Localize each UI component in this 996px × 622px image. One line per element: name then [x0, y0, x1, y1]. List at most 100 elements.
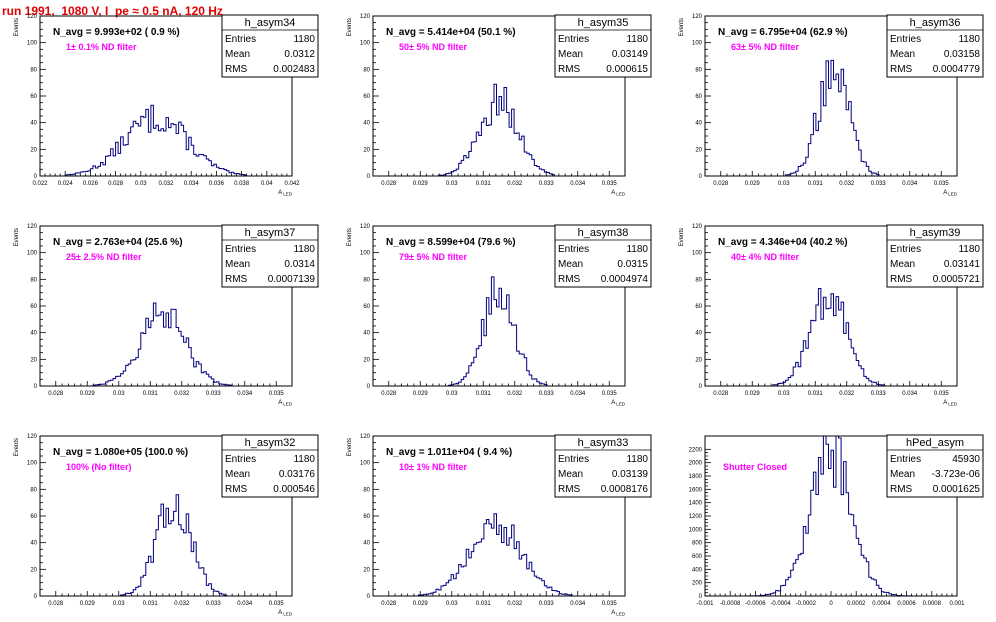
y-axis-label: Events — [14, 18, 20, 36]
y-tick-label: 20 — [363, 357, 370, 363]
x-tick-label: 0.035 — [934, 391, 950, 397]
y-tick-label: 100 — [692, 41, 703, 47]
filter-label: Shutter Closed — [723, 462, 787, 472]
filter-label: 79± 5% ND filter — [399, 252, 467, 262]
histogram-pad-h_asym33: 0.028 0.029 0.03 0.031 0.032 0.033 0.034 0.035 0… — [347, 434, 652, 617]
y-tick-label: 40 — [695, 331, 702, 337]
n-avg-annotation: N_avg = 4.346e+04 (40.2 %) — [718, 237, 848, 248]
x-tick-label: 0.034 — [237, 391, 253, 397]
stat-value-entries: 1180 — [958, 244, 980, 255]
x-tick-label: 0.035 — [602, 391, 618, 397]
y-tick-label: 1200 — [689, 514, 703, 520]
x-tick-label: 0.032 — [507, 391, 523, 397]
stat-label-entries: Entries — [890, 34, 921, 45]
y-tick-label: 20 — [30, 357, 37, 363]
x-tick-label: 0.035 — [602, 601, 618, 607]
stat-value-entries: 1180 — [626, 244, 648, 255]
stat-label-entries: Entries — [890, 454, 921, 465]
x-tick-label: -0.0006 — [745, 601, 766, 607]
stat-label-rms: RMS — [225, 484, 248, 495]
stat-value-rms: 0.0008176 — [601, 484, 649, 495]
x-tick-label: 0.03 — [446, 181, 458, 187]
stat-value-mean: 0.03149 — [612, 49, 649, 60]
stat-label-mean: Mean — [558, 49, 583, 60]
stat-label-rms: RMS — [890, 64, 913, 75]
stat-label-rms: RMS — [558, 64, 581, 75]
y-tick-label: 100 — [360, 251, 371, 257]
y-axis-label: Events — [14, 438, 20, 456]
y-tick-label: 80 — [363, 67, 370, 73]
histogram-pad-h_asym39: 0.028 0.029 0.03 0.031 0.032 0.033 0.034 0.035 0… — [679, 224, 984, 407]
stat-label-entries: Entries — [225, 34, 256, 45]
stat-label-entries: Entries — [558, 34, 589, 45]
y-tick-label: 0 — [367, 594, 371, 600]
y-tick-label: 60 — [695, 304, 702, 310]
stat-label-mean: Mean — [225, 49, 250, 60]
filter-label: 10± 1% ND filter — [399, 462, 467, 472]
x-tick-label: 0.0004 — [872, 601, 891, 607]
stats-box: h_asym34 Entries 1180 Mean 0.0312 RMS 0.002483 — [221, 14, 319, 78]
x-axis-label: ALED — [943, 400, 958, 407]
n-avg-annotation: N_avg = 6.795e+04 (62.9 %) — [718, 27, 848, 38]
y-tick-label: 40 — [30, 331, 37, 337]
y-tick-label: 600 — [692, 554, 703, 560]
y-tick-label: 80 — [695, 67, 702, 73]
histogram-line — [373, 83, 625, 177]
x-tick-label: 0.031 — [476, 181, 492, 187]
histogram-pad-h_asym38: 0.028 0.029 0.03 0.031 0.032 0.033 0.034 0.035 0… — [347, 224, 652, 407]
y-tick-label: 0 — [699, 384, 703, 390]
histogram-line — [40, 494, 292, 597]
y-axis-label: Events — [347, 18, 353, 36]
stat-value-entries: 1180 — [293, 244, 315, 255]
n-avg-annotation: N_avg = 5.414e+04 (50.1 %) — [386, 27, 516, 38]
stat-label-entries: Entries — [558, 244, 589, 255]
stat-value-rms: 0.000615 — [606, 64, 648, 75]
x-tick-label: 0.028 — [713, 391, 729, 397]
x-tick-label: 0.035 — [269, 391, 285, 397]
y-tick-label: 120 — [27, 224, 38, 230]
histogram-name: h_asym33 — [578, 437, 629, 449]
x-axis-label: ALED — [943, 190, 958, 197]
stats-box: h_asym38 Entries 1180 Mean 0.0315 RMS 0.000497… — [554, 224, 652, 288]
stat-label-entries: Entries — [558, 454, 589, 465]
x-tick-label: 0.029 — [413, 601, 429, 607]
stats-box-frame — [221, 434, 319, 498]
x-tick-label: 0.035 — [269, 601, 285, 607]
x-tick-label: 0.001 — [949, 601, 965, 607]
x-tick-label: 0.029 — [745, 181, 761, 187]
n-avg-annotation: N_avg = 1.011e+04 ( 9.4 %) — [386, 447, 512, 458]
histogram-pad-h_asym35: 0.028 0.029 0.03 0.031 0.032 0.033 0.034 0.035 0… — [347, 14, 652, 197]
x-tick-label: 0.038 — [234, 181, 250, 187]
x-tick-label: 0.034 — [902, 181, 918, 187]
x-tick-label: 0.04 — [261, 181, 273, 187]
x-tick-label: -0.0004 — [770, 601, 791, 607]
stat-label-mean: Mean — [558, 259, 583, 270]
x-tick-label: 0.029 — [745, 391, 761, 397]
y-tick-label: 20 — [30, 147, 37, 153]
histogram-line — [705, 59, 957, 177]
y-tick-label: 80 — [30, 277, 37, 283]
y-tick-label: 60 — [30, 94, 37, 100]
filter-label: 40± 4% ND filter — [731, 252, 799, 262]
y-axis-label: Events — [679, 228, 685, 246]
x-tick-label: 0.033 — [206, 391, 222, 397]
stat-value-entries: 1180 — [293, 454, 315, 465]
x-axis-label: ALED — [278, 190, 293, 197]
filter-label: 25± 2.5% ND filter — [66, 252, 142, 262]
stats-box-frame — [886, 14, 984, 78]
stat-value-rms: 0.0007139 — [268, 274, 316, 285]
x-tick-label: 0.031 — [143, 391, 159, 397]
x-tick-label: 0.033 — [871, 391, 887, 397]
histogram-pad-hPed_asym: -0.001 -0.0008 -0.0006 -0.0004 -0.0002 0 0.000… — [689, 434, 984, 607]
y-tick-label: 0 — [367, 384, 371, 390]
y-tick-label: 1800 — [689, 474, 703, 480]
stat-value-rms: 0.000546 — [273, 484, 315, 495]
filter-label: 50± 5% ND filter — [399, 42, 467, 52]
x-axis-label: ALED — [611, 190, 626, 197]
x-tick-label: -0.001 — [696, 601, 714, 607]
y-tick-label: 0 — [34, 384, 38, 390]
y-tick-label: 2000 — [689, 461, 703, 467]
y-tick-label: 100 — [360, 41, 371, 47]
y-tick-label: 0 — [34, 594, 38, 600]
y-tick-label: 2200 — [689, 447, 703, 453]
